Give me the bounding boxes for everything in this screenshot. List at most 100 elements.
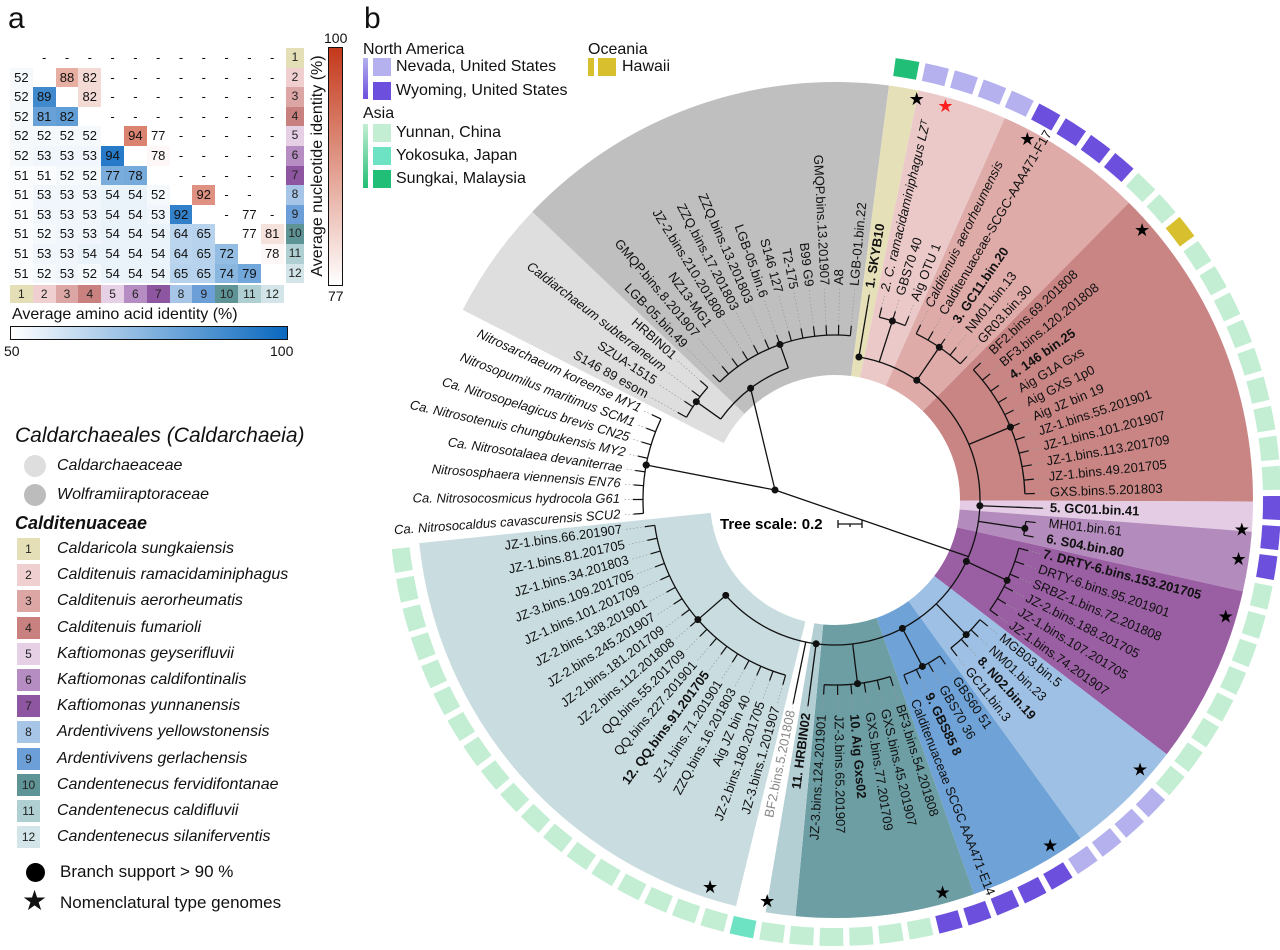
caldarchaeaceae-circle-icon bbox=[24, 455, 46, 477]
leaf-leader bbox=[850, 288, 856, 326]
species-number-box: 7 bbox=[17, 695, 40, 718]
leaf-branch bbox=[997, 598, 1007, 605]
heatmap-cell: - bbox=[178, 128, 184, 144]
species-name: Calditenuis ramacidaminiphagus bbox=[57, 566, 289, 584]
origin-ring-segment bbox=[1206, 692, 1234, 722]
column-clade-number: 12 bbox=[260, 285, 284, 303]
heatmap-cell: - bbox=[133, 108, 138, 124]
branch-support-dot bbox=[976, 502, 984, 510]
origin-ring bbox=[391, 58, 1280, 946]
leaf-branch bbox=[1003, 586, 1014, 592]
origin-ring-segment bbox=[963, 900, 992, 926]
heatmap-cell: 52 bbox=[55, 165, 79, 186]
leaf-leader bbox=[851, 694, 854, 712]
leaf-label: Ca. Nitrosocosmicus hydrocola G61 bbox=[413, 490, 620, 506]
heatmap-cell: 82 bbox=[55, 106, 79, 127]
heatmap-cell: 54 bbox=[101, 244, 124, 264]
leaf-leader bbox=[895, 298, 901, 312]
continent-asia: Asia bbox=[363, 105, 395, 122]
order-title: Caldarchaeales (Caldarchaeia) bbox=[15, 424, 305, 448]
heatmap-cell: - bbox=[224, 148, 229, 163]
heatmap-cell: 74 bbox=[215, 263, 238, 284]
leaf-leader bbox=[642, 410, 653, 416]
leaf-branch bbox=[792, 693, 796, 704]
leaf-branch bbox=[903, 674, 909, 685]
heatmap-cell: - bbox=[270, 148, 275, 163]
leaf-branch bbox=[927, 331, 934, 341]
heatmap-cell: 54 bbox=[124, 204, 147, 225]
ani-min-label: 77 bbox=[328, 288, 344, 304]
heatmap-cell: 77 bbox=[146, 126, 170, 146]
leaf-leader bbox=[763, 300, 777, 336]
sector-clade-12 bbox=[419, 512, 806, 907]
clade-stem bbox=[968, 426, 1011, 445]
origin-ring-segment bbox=[906, 917, 934, 940]
heatmap-cell: 52 bbox=[146, 185, 170, 205]
origin-ring-segment bbox=[921, 63, 949, 87]
leaf-branch bbox=[752, 344, 759, 355]
heatmap-cell: - bbox=[201, 108, 206, 124]
origin-ring-segment bbox=[1017, 876, 1047, 904]
leaf-leader bbox=[722, 319, 743, 352]
heatmap-cell: - bbox=[201, 50, 206, 65]
clade-stem bbox=[916, 346, 940, 381]
origin-ring-segment bbox=[1103, 153, 1134, 183]
heatmap-cell: 53 bbox=[32, 244, 56, 264]
leaf-branch bbox=[647, 537, 658, 541]
asia-stripe bbox=[363, 124, 368, 188]
heatmap-cell: 52 bbox=[32, 224, 56, 244]
origin-ring-segment bbox=[1155, 765, 1185, 796]
leaf-branch bbox=[927, 662, 934, 673]
clade-stem bbox=[979, 505, 1033, 509]
heatmap-cell: - bbox=[178, 148, 184, 163]
leaf-leader bbox=[735, 312, 754, 346]
heatmap-cell: - bbox=[270, 128, 275, 144]
species-number-box: 8 bbox=[17, 721, 40, 744]
heatmap-cell: 51 bbox=[32, 165, 56, 186]
heatmap-cell: 77 bbox=[238, 224, 261, 244]
heatmap-cell: - bbox=[133, 69, 138, 85]
row-clade-number: 8 bbox=[286, 185, 304, 205]
heatmap-cell: 53 bbox=[146, 204, 170, 225]
leaf-branch bbox=[699, 380, 709, 388]
wolframiiraptoraceae-circle-icon bbox=[24, 484, 46, 506]
origin-ring-segment bbox=[1174, 742, 1203, 772]
row-clade-number: 5 bbox=[286, 126, 304, 146]
clade-stem bbox=[695, 401, 722, 420]
heatmap-cell: 64 bbox=[169, 244, 193, 264]
leaf-leader bbox=[778, 295, 790, 332]
type-genome-star-icon: ★ bbox=[934, 882, 950, 902]
leaf-branch bbox=[666, 586, 676, 593]
leaf-leader bbox=[1035, 522, 1046, 525]
heatmap-cell: - bbox=[178, 89, 184, 105]
origin-ring-segment bbox=[1249, 582, 1273, 610]
calditenuaceae-backbone bbox=[725, 356, 981, 646]
heatmap-cell: 52 bbox=[10, 87, 33, 107]
origin-ring-segment bbox=[1213, 292, 1241, 322]
heatmap-cell: 77 bbox=[238, 204, 261, 225]
column-clade-number: 10 bbox=[215, 285, 238, 303]
column-clade-number: 5 bbox=[101, 285, 124, 303]
heatmap-cell: 53 bbox=[55, 244, 79, 264]
sector-caldarchaeaceae bbox=[462, 211, 745, 444]
leaf-branch bbox=[1018, 450, 1029, 454]
heatmap-cell: 53 bbox=[32, 204, 56, 225]
ani-colorbar bbox=[328, 47, 343, 286]
heatmap-cell: 65 bbox=[192, 244, 216, 264]
leaf-leader bbox=[686, 348, 713, 376]
heatmap-cell: 54 bbox=[124, 244, 147, 264]
legend-sungkai: Sungkai, Malaysia bbox=[396, 170, 526, 187]
type-genome-star-icon: ★ bbox=[909, 89, 925, 109]
branch-support-dot bbox=[722, 591, 730, 599]
species-name: Calditenuis aerorheumatis bbox=[57, 592, 243, 610]
identity-heatmap: - - - - - - - - - - -1 1 52 88 82- - - - - - - -2 2 52 89 82- - - - -… bbox=[0, 0, 360, 370]
leaf-branch bbox=[982, 373, 991, 381]
leaf-leader bbox=[808, 289, 814, 327]
heatmap-cell: - bbox=[224, 50, 229, 65]
origin-ring-segment bbox=[1165, 216, 1195, 247]
sector-clade-3 bbox=[885, 118, 1129, 412]
leaf-branch bbox=[681, 608, 690, 616]
heatmap-cell: 78 bbox=[124, 165, 147, 186]
heatmap-cell: - bbox=[201, 148, 206, 163]
heatmap-cell: 51 bbox=[10, 204, 33, 225]
